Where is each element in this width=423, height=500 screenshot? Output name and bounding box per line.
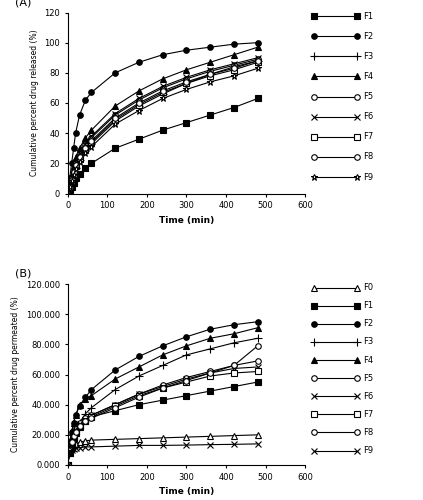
X-axis label: Time (min): Time (min)	[159, 216, 214, 224]
Text: F2: F2	[363, 32, 373, 40]
Text: F3: F3	[363, 338, 373, 346]
Y-axis label: Cumulative percent drug permeated (%): Cumulative percent drug permeated (%)	[11, 296, 20, 452]
Text: F5: F5	[363, 92, 373, 101]
Text: F4: F4	[363, 356, 373, 364]
Text: F8: F8	[363, 428, 373, 437]
Text: F9: F9	[363, 172, 373, 182]
Text: F7: F7	[363, 410, 373, 419]
Text: F2: F2	[363, 320, 373, 328]
Text: F1: F1	[363, 12, 373, 20]
Y-axis label: Cumulative percent drug released (%): Cumulative percent drug released (%)	[30, 30, 39, 176]
X-axis label: Time (min): Time (min)	[159, 487, 214, 496]
Text: F1: F1	[363, 301, 373, 310]
Text: F3: F3	[363, 52, 373, 61]
Text: F0: F0	[363, 283, 373, 292]
Text: F5: F5	[363, 374, 373, 382]
Text: F6: F6	[363, 112, 373, 121]
Text: F8: F8	[363, 152, 373, 162]
Text: F4: F4	[363, 72, 373, 81]
Text: (B): (B)	[15, 269, 32, 279]
Text: F9: F9	[363, 446, 373, 455]
Text: F6: F6	[363, 392, 373, 400]
Text: F7: F7	[363, 132, 373, 141]
Text: (A): (A)	[15, 0, 32, 8]
